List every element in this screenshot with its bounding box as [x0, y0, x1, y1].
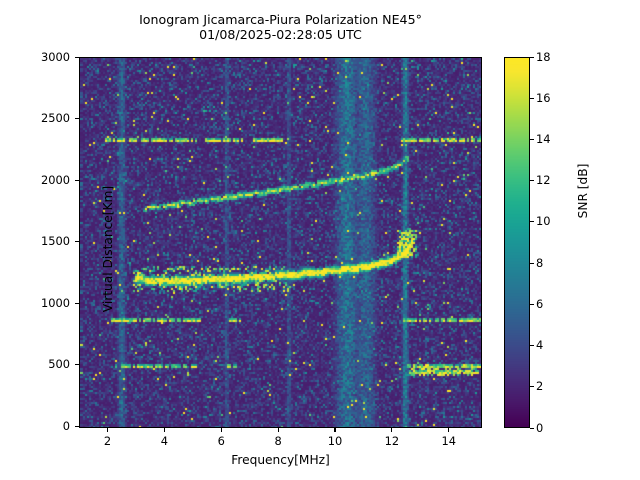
- y-axis-tick-label: 500: [48, 357, 70, 371]
- colorbar-tick: [530, 345, 534, 347]
- y-axis-tick: [75, 56, 79, 58]
- y-axis-tick-label: 3000: [41, 49, 70, 64]
- colorbar-tick: [530, 386, 534, 388]
- x-axis-tick-label: 10: [327, 434, 343, 448]
- colorbar-tick: [530, 221, 534, 223]
- colorbar-tick-label: 12: [536, 173, 551, 188]
- colorbar-tick: [530, 97, 534, 99]
- y-axis-tick-label: 1500: [41, 234, 70, 248]
- colorbar-tick: [530, 56, 534, 58]
- colorbar-label: SNR [dB]: [576, 163, 590, 219]
- x-axis-tick: [220, 428, 222, 432]
- x-axis-tick: [391, 428, 393, 432]
- x-axis-tick-label: 14: [441, 434, 456, 448]
- ionogram-heatmap: [80, 58, 481, 427]
- y-axis-tick: [75, 302, 79, 304]
- x-axis-tick: [334, 428, 336, 432]
- y-axis-tick: [75, 425, 79, 427]
- colorbar-tick-label: 16: [536, 90, 551, 105]
- x-axis-tick-label: 6: [217, 434, 225, 448]
- x-axis-tick-label: 4: [160, 434, 168, 448]
- x-axis-label: Frequency[MHz]: [231, 453, 330, 467]
- y-axis-tick: [75, 364, 79, 366]
- colorbar-tick-label: 18: [536, 49, 551, 64]
- y-axis-tick-label: 2000: [41, 172, 70, 187]
- title-line-1: Ionogram Jicamarca-Piura Polarization NE…: [139, 12, 422, 27]
- x-axis-tick: [163, 428, 165, 432]
- colorbar-tick-label: 6: [536, 296, 544, 311]
- y-axis-tick: [75, 179, 79, 181]
- colorbar-tick-label: 0: [536, 420, 544, 435]
- x-axis-tick: [448, 428, 450, 432]
- colorbar-tick: [530, 427, 534, 429]
- colorbar-tick-label: 2: [536, 379, 544, 394]
- colorbar-tick-label: 14: [536, 131, 551, 146]
- y-axis-tick-label: 1000: [41, 295, 70, 310]
- x-axis-tick-label: 2: [103, 434, 112, 448]
- x-axis-tick: [277, 428, 279, 432]
- y-axis-tick: [75, 118, 79, 120]
- colorbar: [504, 57, 530, 428]
- colorbar-tick: [530, 138, 534, 141]
- colorbar-tick-label: 10: [536, 214, 551, 229]
- colorbar-tick-label: 8: [536, 255, 544, 270]
- colorbar-tick: [530, 180, 534, 182]
- y-axis-label: Virtual Distance[Km]: [101, 185, 115, 313]
- ionogram-plot-area: Virtual Distance[Km]: [79, 57, 482, 428]
- figure-title: Ionogram Jicamarca-Piura Polarization NE…: [79, 12, 482, 43]
- x-axis-tick: [106, 428, 109, 432]
- x-axis-tick-label: 8: [274, 434, 282, 448]
- colorbar-tick: [530, 303, 534, 305]
- colorbar-tick-label: 4: [536, 338, 544, 353]
- colorbar-tick: [530, 262, 534, 264]
- title-line-2: 01/08/2025-02:28:05 UTC: [199, 27, 362, 43]
- colorbar-gradient: [505, 58, 529, 427]
- x-axis-tick-label: 12: [384, 434, 400, 448]
- y-axis-tick: [75, 241, 79, 243]
- y-axis-tick-label: 2500: [41, 111, 70, 125]
- y-axis-tick-label: 0: [62, 418, 70, 433]
